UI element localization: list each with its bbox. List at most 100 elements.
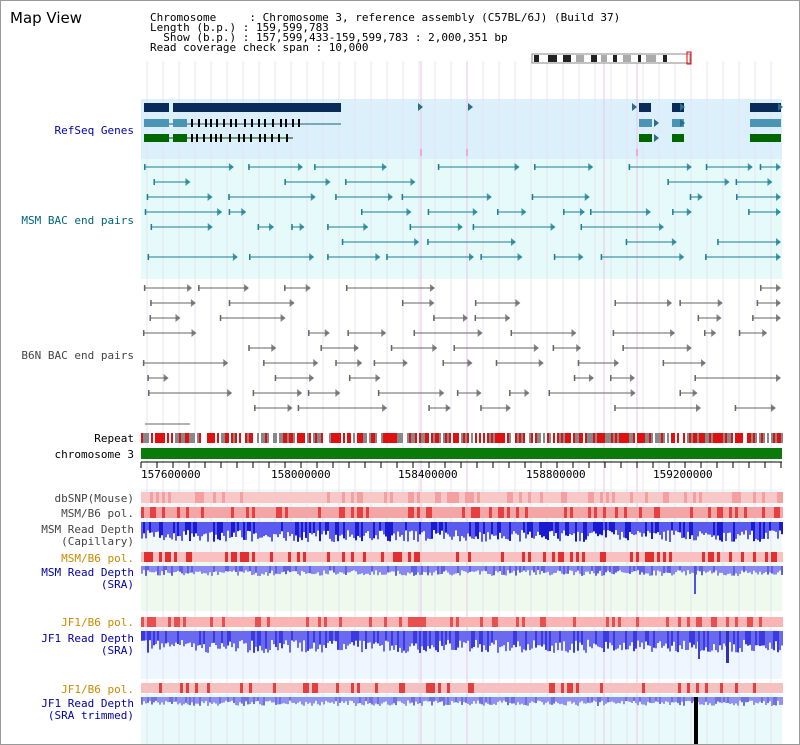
depth-bar: [765, 697, 767, 706]
track-label-msm-depth-cap-1[interactable]: MSM Read Depth: [41, 523, 134, 536]
depth-bar: [747, 566, 749, 574]
pol-bin: [627, 617, 630, 627]
track-label-msm-pol[interactable]: MSM/B6 pol.: [61, 507, 134, 520]
bac-end-marker: [429, 284, 435, 292]
depth-bar: [375, 566, 377, 571]
depth-bar: [505, 566, 507, 576]
depth-bar: [423, 697, 425, 702]
depth-bar: [419, 566, 421, 576]
repeat-bin: [599, 433, 601, 443]
track-label-refseq-genes[interactable]: RefSeq Genes: [54, 124, 134, 137]
bac-end-marker: [576, 344, 582, 352]
depth-bar: [511, 522, 513, 535]
bac-end: [590, 209, 592, 215]
track-label-msm-depth-sra-1[interactable]: MSM Read Depth: [41, 566, 134, 579]
depth-bar: [561, 631, 563, 651]
track-label-jf1-depth-trim-1[interactable]: JF1 Read Depth: [41, 697, 134, 710]
track-label-msm-bac[interactable]: MSM BAC end pairs: [21, 214, 134, 227]
pol-bin: [147, 552, 150, 562]
depth-bar: [619, 631, 621, 645]
depth-bar: [289, 566, 291, 573]
depth-bar: [519, 522, 521, 542]
track-label-dbsnp[interactable]: dbSNP(Mouse): [54, 492, 134, 505]
repeat-bin: [473, 433, 475, 443]
depth-bar: [655, 697, 657, 702]
bac-end-marker: [776, 299, 781, 307]
depth-bar: [211, 522, 213, 532]
pol-bin: [585, 492, 588, 503]
repeat-bin: [687, 433, 689, 443]
pol-bin: [189, 492, 192, 503]
depth-bar: [303, 697, 305, 706]
depth-bar: [163, 697, 165, 705]
depth-bar: [469, 522, 471, 537]
depth-bar: [465, 631, 467, 644]
pol-bin: [309, 492, 312, 503]
repeat-bin: [337, 433, 339, 443]
exon: [235, 119, 237, 127]
depth-bar: [205, 522, 207, 534]
depth-bar: [361, 522, 363, 542]
depth-bar: [691, 566, 693, 573]
repeat-bin: [277, 433, 279, 443]
track-label-jf1-depth-sra-1[interactable]: JF1 Read Depth: [41, 632, 134, 645]
depth-bar: [287, 631, 289, 646]
depth-bar: [659, 566, 661, 572]
bac-end-marker: [223, 359, 229, 367]
track-label-b6n-bac[interactable]: B6N BAC end pairs: [21, 349, 134, 362]
depth-bar: [505, 631, 507, 652]
track-label-jf1-pol[interactable]: JF1/B6 pol.: [61, 616, 134, 629]
pol-bin: [630, 552, 633, 562]
repeat-bin: [569, 433, 571, 443]
chromosome-info-line: Chromosome : Chromosome 3, reference ass…: [150, 11, 621, 24]
depth-bar: [531, 522, 533, 538]
depth-bar: [259, 697, 261, 705]
track-label-jf1-depth-trim-2: (SRA trimmed): [47, 709, 134, 722]
repeat-bin: [383, 433, 385, 443]
pol-bin: [705, 617, 708, 627]
depth-bar: [413, 566, 415, 576]
exon: [258, 119, 260, 127]
repeat-bin: [407, 433, 409, 443]
repeat-bin: [251, 433, 253, 443]
depth-bar: [637, 631, 639, 641]
depth-bar: [189, 522, 191, 542]
depth-bar: [519, 631, 521, 647]
depth-bar: [153, 566, 155, 573]
pol-bin: [495, 617, 498, 627]
repeat-bin: [271, 433, 273, 443]
strand-arrow: [632, 103, 637, 111]
depth-bar: [249, 697, 251, 705]
repeat-bin: [705, 433, 707, 443]
repeat-bin: [215, 433, 217, 443]
pol-bin: [768, 507, 771, 518]
depth-bar: [515, 631, 517, 648]
track-label-jf1-pol-2[interactable]: JF1/B6 pol.: [61, 683, 134, 696]
repeat-bin: [237, 433, 239, 443]
depth-bar: [445, 631, 447, 645]
pol-bin: [408, 683, 411, 693]
depth-bar: [267, 522, 269, 537]
pol-bin: [309, 683, 312, 693]
pol-bin: [171, 683, 174, 693]
depth-bar: [297, 566, 299, 575]
depth-bar: [405, 522, 407, 531]
depth-bar: [189, 631, 191, 643]
repeat-bin: [457, 433, 459, 443]
pol-bin: [555, 683, 558, 693]
depth-bar: [569, 522, 571, 535]
depth-bar: [607, 697, 609, 703]
repeat-bin: [349, 433, 351, 443]
pol-bin: [186, 617, 189, 627]
depth-bar: [743, 522, 745, 535]
pol-bin: [240, 507, 243, 518]
bac-end-marker: [271, 344, 277, 352]
pol-bin: [450, 507, 453, 518]
repeat-bin: [573, 433, 575, 443]
repeat-bin: [197, 433, 199, 443]
pol-bin: [774, 552, 777, 562]
depth-bar: [545, 566, 547, 573]
pol-bin: [564, 617, 567, 627]
track-label-msm-pol-sra[interactable]: MSM/B6 pol.: [61, 552, 134, 565]
